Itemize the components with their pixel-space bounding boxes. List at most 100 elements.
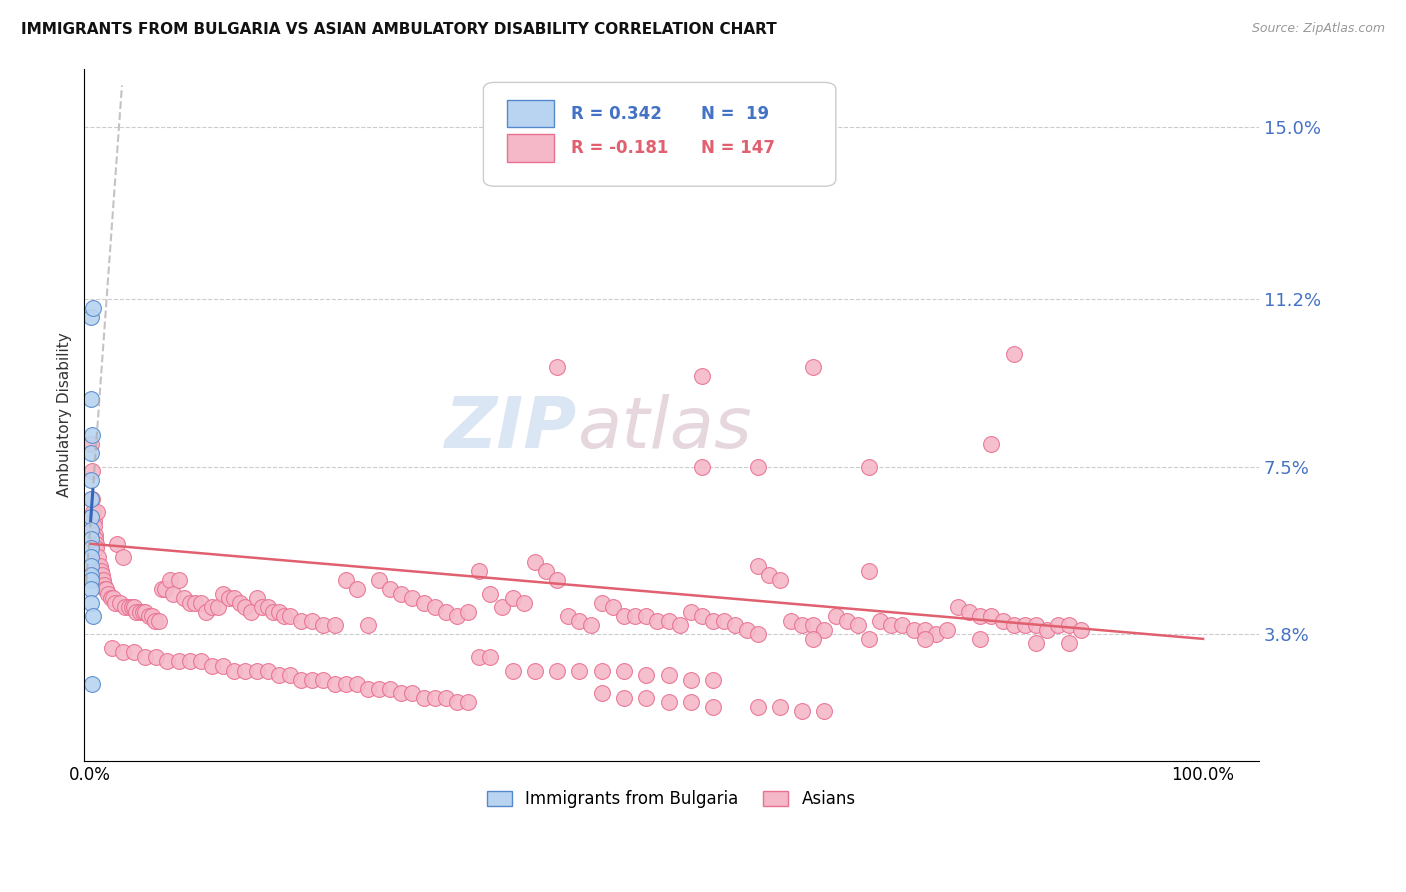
Point bbox=[245, 664, 267, 678]
Point bbox=[636, 609, 658, 624]
Point bbox=[86, 505, 108, 519]
Point bbox=[858, 564, 880, 578]
Point bbox=[858, 459, 880, 474]
Point bbox=[267, 668, 290, 682]
Point bbox=[156, 655, 179, 669]
Point bbox=[891, 618, 914, 632]
Text: Source: ZipAtlas.com: Source: ZipAtlas.com bbox=[1251, 22, 1385, 36]
Point bbox=[925, 627, 948, 641]
Point bbox=[546, 573, 568, 587]
Point bbox=[122, 645, 145, 659]
Point bbox=[179, 655, 201, 669]
Point bbox=[167, 573, 190, 587]
Point bbox=[229, 596, 252, 610]
Point bbox=[690, 369, 713, 384]
Point bbox=[79, 596, 101, 610]
Point bbox=[134, 605, 156, 619]
Point bbox=[84, 527, 107, 541]
Point bbox=[523, 664, 546, 678]
Point bbox=[84, 541, 107, 556]
Point bbox=[457, 695, 479, 709]
Point bbox=[914, 632, 936, 646]
Point bbox=[502, 591, 524, 606]
Point bbox=[79, 541, 101, 556]
Point bbox=[290, 673, 312, 687]
Point bbox=[401, 686, 423, 700]
Point bbox=[212, 659, 235, 673]
Text: N = 147: N = 147 bbox=[700, 139, 775, 157]
Point bbox=[579, 618, 602, 632]
Point bbox=[224, 591, 246, 606]
Point bbox=[969, 609, 991, 624]
Point bbox=[468, 650, 491, 665]
Point bbox=[82, 301, 104, 316]
Point bbox=[143, 614, 166, 628]
Point bbox=[108, 596, 131, 610]
Point bbox=[668, 618, 690, 632]
Point bbox=[312, 673, 335, 687]
Point bbox=[368, 573, 391, 587]
Point bbox=[79, 559, 101, 574]
Point bbox=[636, 690, 658, 705]
Point bbox=[201, 600, 224, 615]
Point bbox=[613, 609, 636, 624]
Point bbox=[1002, 618, 1025, 632]
Point bbox=[79, 392, 101, 406]
Point bbox=[380, 681, 402, 696]
Point bbox=[79, 573, 101, 587]
Point bbox=[658, 668, 681, 682]
Text: R = -0.181: R = -0.181 bbox=[571, 139, 669, 157]
Point bbox=[724, 618, 747, 632]
Point bbox=[117, 600, 139, 615]
Point bbox=[1002, 347, 1025, 361]
Point bbox=[1070, 623, 1092, 637]
Point bbox=[423, 600, 446, 615]
Point bbox=[240, 605, 263, 619]
Point bbox=[568, 664, 591, 678]
Point bbox=[792, 618, 814, 632]
Point bbox=[747, 559, 769, 574]
Bar bbox=[508, 135, 554, 162]
Point bbox=[82, 609, 104, 624]
Point bbox=[79, 533, 101, 547]
Point bbox=[245, 591, 267, 606]
Point bbox=[148, 614, 170, 628]
Point bbox=[534, 564, 557, 578]
Point bbox=[747, 699, 769, 714]
Point bbox=[658, 695, 681, 709]
Point bbox=[128, 605, 150, 619]
Point bbox=[94, 582, 117, 596]
Point bbox=[613, 664, 636, 678]
Point bbox=[801, 632, 824, 646]
Point bbox=[591, 686, 613, 700]
Point bbox=[1047, 618, 1070, 632]
Point bbox=[801, 360, 824, 375]
Point bbox=[702, 614, 724, 628]
Legend: Immigrants from Bulgaria, Asians: Immigrants from Bulgaria, Asians bbox=[481, 784, 862, 815]
Text: N =  19: N = 19 bbox=[700, 104, 769, 122]
Point bbox=[969, 632, 991, 646]
Point bbox=[1059, 636, 1081, 650]
Point bbox=[83, 514, 105, 528]
Text: IMMIGRANTS FROM BULGARIA VS ASIAN AMBULATORY DISABILITY CORRELATION CHART: IMMIGRANTS FROM BULGARIA VS ASIAN AMBULA… bbox=[21, 22, 778, 37]
Point bbox=[290, 614, 312, 628]
Point bbox=[1025, 618, 1047, 632]
Point bbox=[602, 600, 624, 615]
Point bbox=[624, 609, 647, 624]
Point bbox=[101, 591, 124, 606]
Point bbox=[479, 586, 502, 600]
Point bbox=[235, 664, 257, 678]
Point bbox=[434, 690, 457, 705]
Point bbox=[212, 586, 235, 600]
Point bbox=[446, 609, 468, 624]
Point bbox=[591, 596, 613, 610]
Point bbox=[401, 591, 423, 606]
Point bbox=[468, 564, 491, 578]
Point bbox=[101, 640, 124, 655]
Point bbox=[262, 605, 284, 619]
Point bbox=[747, 459, 769, 474]
Point bbox=[104, 596, 127, 610]
Point bbox=[134, 650, 156, 665]
Point bbox=[546, 360, 568, 375]
Point bbox=[747, 627, 769, 641]
